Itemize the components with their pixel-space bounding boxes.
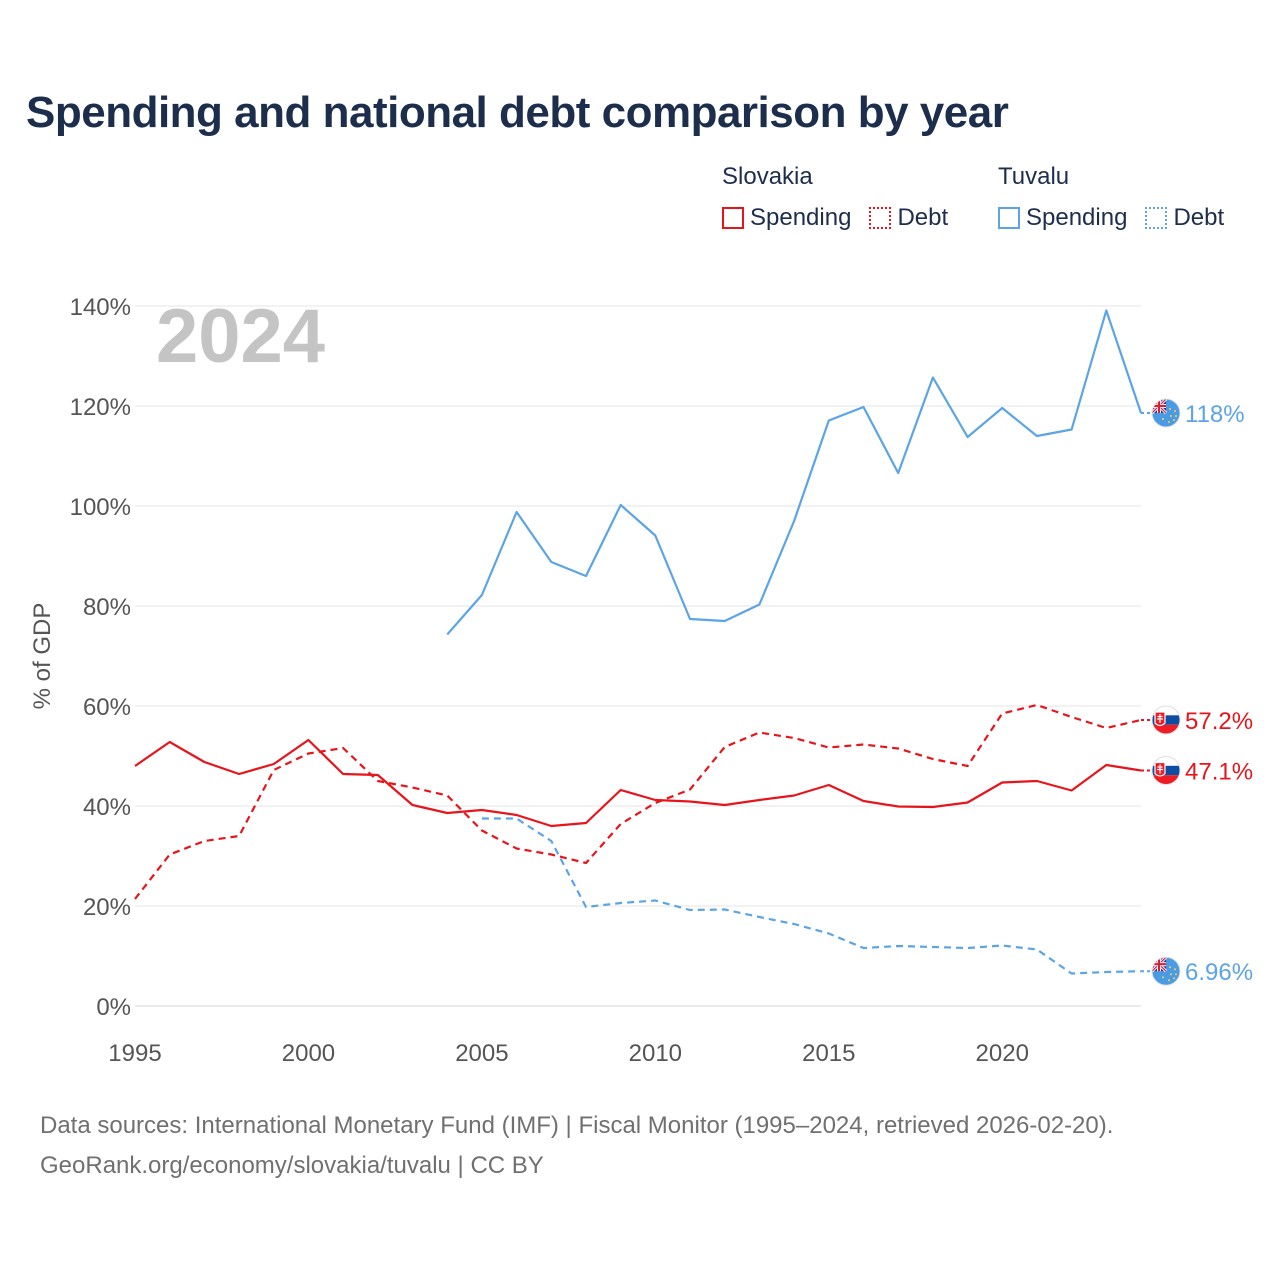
x-tick-label: 2020 [976,1040,1029,1067]
endpoint-value-label: 47.1% [1185,759,1253,786]
endpoint-value-label: 6.96% [1185,959,1253,986]
legend-swatch-dotted [1145,207,1168,229]
legend-group-slovakia: Slovakia Spending Debt [722,162,948,232]
series-line-slovakia-spending[interactable] [134,738,1142,828]
legend-item-tuvalu-spending[interactable]: Spending [998,204,1127,232]
y-tick-label: 40% [83,794,131,821]
legend-swatch-solid [722,207,744,229]
legend-swatch-solid [998,207,1020,229]
x-tick-label: 2010 [629,1040,682,1067]
axes: 0% 20% 40% 60% 80% 100% 120% 140% 1995 2000 2005 20… [29,294,1029,1067]
x-tick-label: 2015 [802,1040,855,1067]
data-sources-note: Data sources: International Monetary Fun… [40,1112,1114,1139]
chart-title: Spending and national debt comparison by… [26,88,1009,137]
x-tick-label: 1995 [108,1040,161,1067]
y-tick-label: 20% [83,894,131,921]
slovakia-flag-icon [1151,705,1181,735]
year-watermark: 2024 [156,294,325,379]
tuvalu-flag-icon [1151,956,1181,986]
legend-item-slovakia-debt[interactable]: Debt [869,204,948,232]
legend-group-tuvalu: Tuvalu Spending Debt [998,162,1224,232]
y-tick-label: 140% [70,294,131,321]
series-line-tuvalu-debt[interactable] [481,817,1142,975]
year-watermark-layer: 2024 [156,294,325,379]
x-tick-label: 2000 [282,1040,335,1067]
gridlines [135,305,1141,1007]
endpoint-value-label: 118% [1185,401,1245,428]
legend-item-tuvalu-debt[interactable]: Debt [1145,204,1224,232]
legend-item-label: Debt [897,204,949,231]
y-tick-label: 100% [70,494,131,521]
credit-note: GeoRank.org/economy/slovakia/tuvalu | CC… [40,1152,544,1179]
y-tick-label: 120% [70,394,131,421]
legend-item-label: Debt [1173,204,1225,231]
x-tick-label: 2005 [455,1040,508,1067]
y-tick-label: 80% [83,594,131,621]
y-tick-label: 60% [83,694,131,721]
legend-item-slovakia-spending[interactable]: Spending [722,204,851,232]
footer: Data sources: International Monetary Fun… [40,1106,1113,1186]
slovakia-flag-icon [1151,756,1181,785]
legend-item-label: Spending [1026,204,1128,231]
endpoints: 47.1% 57.2% 118% 6.96% [1141,398,1253,986]
legend-country-label: Tuvalu [998,163,1070,190]
series-layer [134,309,1143,975]
y-tick-label: 0% [96,994,131,1021]
y-axis-label: % of GDP [29,603,56,710]
legend-country-label: Slovakia [722,163,813,190]
legend-swatch-dotted [869,207,892,229]
series-line-slovakia-debt[interactable] [134,703,1142,900]
tuvalu-flag-icon [1151,398,1181,428]
endpoint-value-label: 57.2% [1185,708,1253,735]
series-line-tuvalu-spending[interactable] [446,309,1143,636]
legend-item-label: Spending [750,204,852,231]
